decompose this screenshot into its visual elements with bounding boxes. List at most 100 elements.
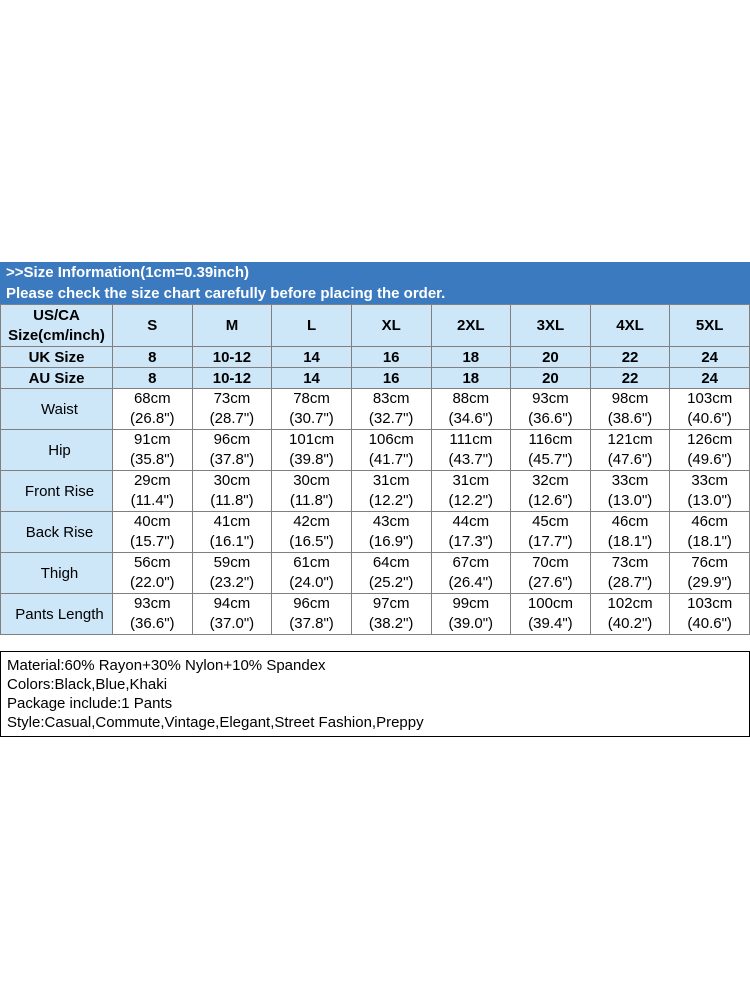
- cm-value: 40cm: [133, 513, 171, 530]
- size-header-cell: S: [112, 304, 193, 347]
- cm-value: 68cm: [133, 390, 171, 407]
- measurement-value-cell: 94cm (37.0"): [191, 593, 273, 635]
- region-size-cell: 10-12: [191, 346, 273, 368]
- cm-value: 78cm: [293, 390, 330, 407]
- inch-value: (18.1"): [687, 533, 732, 550]
- measurement-value-cell: 59cm (23.2"): [191, 552, 273, 594]
- cm-value: 94cm: [213, 595, 251, 612]
- cm-value: 111cm: [449, 431, 493, 448]
- cm-value: 31cm: [372, 472, 410, 489]
- region-size-cell: 20: [510, 346, 591, 368]
- cm-value: 33cm: [691, 472, 729, 489]
- region-size-cell: 24: [669, 346, 750, 368]
- measurement-label-cell: Hip: [0, 429, 113, 471]
- measurement-value-cell: 106cm (41.7"): [350, 429, 432, 471]
- measurement-value-cell: 73cm (28.7"): [191, 388, 273, 430]
- measurement-row: Hip 91cm (35.8") 96cm (37.8") 101cm (39.8") 106…: [0, 429, 750, 471]
- measurement-value-cell: 103cm (40.6"): [669, 388, 750, 430]
- cm-value: 116cm: [528, 431, 573, 448]
- details-line: Style:Casual,Commute,Vintage,Elegant,Str…: [7, 714, 424, 731]
- cm-value: 45cm: [532, 513, 569, 530]
- size-chart-table: US/CA Size(cm/inch) S M L XL 2XL 3XL 4XL 5XL UK Si…: [0, 304, 750, 635]
- measurement-value-cell: 96cm (37.8"): [271, 593, 352, 635]
- measurement-value-cell: 42cm (16.5"): [271, 511, 352, 553]
- size-header-row: US/CA Size(cm/inch) S M L XL 2XL 3XL 4XL 5XL: [0, 304, 750, 347]
- cm-value: 98cm: [611, 390, 649, 407]
- inch-value: (47.6"): [607, 451, 653, 468]
- measurement-label-cell: Waist: [0, 388, 113, 430]
- cm-value: 103cm: [687, 390, 733, 407]
- inch-value: (41.7"): [368, 451, 414, 468]
- inch-value: (18.1"): [607, 533, 653, 550]
- details-line: Material:60% Rayon+30% Nylon+10% Spandex: [7, 657, 326, 674]
- cm-value: 41cm: [213, 513, 251, 530]
- measurement-value-cell: 40cm (15.7"): [112, 511, 193, 553]
- measurement-value-cell: 30cm (11.8"): [191, 470, 273, 512]
- measurement-value-cell: 103cm (40.6"): [669, 593, 750, 635]
- cm-value: 101cm: [289, 431, 335, 448]
- measurement-value-cell: 31cm (12.2"): [350, 470, 432, 512]
- cm-value: 97cm: [372, 595, 410, 612]
- inch-value: (16.1"): [209, 533, 255, 550]
- cm-value: 64cm: [372, 554, 410, 571]
- measurement-value-cell: 46cm (18.1"): [589, 511, 671, 553]
- region-size-cell: 10-12: [191, 367, 273, 389]
- size-chart-head: US/CA Size(cm/inch) S M L XL 2XL 3XL 4XL 5XL UK Si…: [0, 304, 750, 389]
- region-label-cell: UK Size: [0, 346, 113, 368]
- inch-value: (37.0"): [209, 615, 255, 632]
- header-line2: Please check the size chart carefully be…: [6, 285, 446, 302]
- measurement-value-cell: 102cm (40.2"): [589, 593, 671, 635]
- inch-value: (12.2"): [448, 492, 494, 509]
- cm-value: 91cm: [133, 431, 171, 448]
- inch-value: (37.8"): [289, 615, 334, 632]
- measurement-value-cell: 29cm (11.4"): [112, 470, 193, 512]
- size-info-header: >>Size Information(1cm=0.39inch) Please …: [0, 262, 750, 304]
- measurement-row: Pants Length 93cm (36.6") 94cm (37.0") 96cm (3…: [0, 593, 750, 635]
- measurement-value-cell: 97cm (38.2"): [350, 593, 432, 635]
- region-size-cell: 14: [271, 346, 352, 368]
- inch-value: (25.2"): [368, 574, 414, 591]
- measurement-value-cell: 41cm (16.1"): [191, 511, 273, 553]
- corner-label-line1: US/CA: [33, 306, 80, 324]
- cm-value: 46cm: [611, 513, 649, 530]
- cm-value: 126cm: [687, 431, 733, 448]
- region-size-cell: 18: [430, 346, 512, 368]
- measurement-value-cell: 68cm (26.8"): [112, 388, 193, 430]
- inch-value: (28.7"): [607, 574, 653, 591]
- region-size-cell: 24: [669, 367, 750, 389]
- size-header-cell: M: [191, 304, 273, 347]
- corner-label-line2: Size(cm/inch): [8, 326, 105, 344]
- cm-value: 67cm: [452, 554, 490, 571]
- inch-value: (12.6"): [528, 492, 573, 509]
- measurement-value-cell: 61cm (24.0"): [271, 552, 352, 594]
- measurement-value-cell: 67cm (26.4"): [430, 552, 512, 594]
- inch-value: (35.8"): [130, 451, 175, 468]
- measurement-value-cell: 46cm (18.1"): [669, 511, 750, 553]
- measurement-value-cell: 116cm (45.7"): [510, 429, 591, 471]
- cm-value: 70cm: [532, 554, 569, 571]
- cm-value: 83cm: [372, 390, 410, 407]
- cm-value: 103cm: [687, 595, 733, 612]
- cm-value: 88cm: [452, 390, 490, 407]
- measurement-value-cell: 88cm (34.6"): [430, 388, 512, 430]
- region-size-cell: 22: [589, 346, 671, 368]
- cm-value: 102cm: [607, 595, 653, 612]
- region-size-cell: 18: [430, 367, 512, 389]
- cm-value: 31cm: [452, 472, 490, 489]
- measurement-row: Front Rise 29cm (11.4") 30cm (11.8") 30cm (11.…: [0, 470, 750, 512]
- measurement-value-cell: 32cm (12.6"): [510, 470, 591, 512]
- measurement-row: Waist 68cm (26.8") 73cm (28.7") 78cm (30.7") 83…: [0, 388, 750, 430]
- measurement-label-cell: Pants Length: [0, 593, 113, 635]
- size-chart-body: Waist 68cm (26.8") 73cm (28.7") 78cm (30.7") 83…: [0, 388, 750, 635]
- cm-value: 44cm: [452, 513, 490, 530]
- inch-value: (15.7"): [130, 533, 175, 550]
- measurement-value-cell: 33cm (13.0"): [589, 470, 671, 512]
- inch-value: (40.6"): [687, 410, 732, 427]
- inch-value: (17.3"): [448, 533, 494, 550]
- region-size-cell: 8: [112, 367, 193, 389]
- cm-value: 61cm: [293, 554, 330, 571]
- measurement-value-cell: 100cm (39.4"): [510, 593, 591, 635]
- measurement-value-cell: 96cm (37.8"): [191, 429, 273, 471]
- region-size-cell: 8: [112, 346, 193, 368]
- cm-value: 76cm: [691, 554, 729, 571]
